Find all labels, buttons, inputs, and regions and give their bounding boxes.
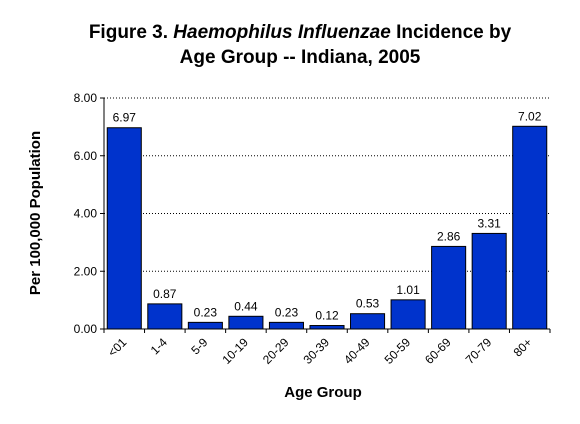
data-label: 1.01 bbox=[396, 283, 420, 297]
chart-title-suffix: Incidence by bbox=[396, 22, 512, 43]
bar bbox=[187, 321, 223, 330]
x-tick-label: <01 bbox=[105, 335, 130, 360]
data-label: 2.86 bbox=[437, 229, 461, 243]
svg-text:Figure 3. Haemophilus Influenz: Figure 3. Haemophilus Influenzae Inciden… bbox=[89, 22, 512, 43]
y-tick-label: 6.00 bbox=[74, 149, 98, 163]
grid bbox=[104, 97, 550, 272]
data-label: 0.87 bbox=[153, 287, 177, 301]
data-label: 0.23 bbox=[194, 305, 218, 319]
y-tick-label: 2.00 bbox=[74, 264, 98, 278]
x-tick-label: 50-59 bbox=[382, 335, 414, 367]
bar bbox=[228, 315, 264, 330]
bar bbox=[512, 125, 548, 330]
y-tick-label: 8.00 bbox=[74, 91, 98, 105]
data-label: 3.31 bbox=[478, 216, 502, 230]
x-tick-label: 1-4 bbox=[148, 335, 170, 357]
bar bbox=[471, 232, 507, 330]
x-tick-label: 20-29 bbox=[260, 335, 292, 367]
x-tick-label: 10-19 bbox=[219, 335, 251, 367]
x-tick-label: 30-39 bbox=[301, 335, 333, 367]
x-axis-title: Age Group bbox=[284, 384, 362, 401]
chart-title-line-2: Age Group -- Indiana, 2005 bbox=[180, 47, 421, 68]
y-axis-title: Per 100,000 Population bbox=[27, 131, 44, 295]
axes bbox=[100, 97, 551, 333]
data-label: 0.23 bbox=[275, 305, 299, 319]
data-label: 0.53 bbox=[356, 297, 380, 311]
data-label: 0.12 bbox=[315, 309, 339, 323]
data-label: 7.02 bbox=[518, 109, 542, 123]
bar bbox=[106, 127, 142, 330]
chart-title: Figure 3. Haemophilus Influenzae Inciden… bbox=[89, 22, 512, 68]
y-tick-label: 4.00 bbox=[74, 207, 98, 221]
data-label: 6.97 bbox=[113, 111, 137, 125]
bars bbox=[106, 125, 548, 330]
x-tick-label: 80+ bbox=[511, 335, 535, 359]
chart-title-italic: Haemophilus Influenzae bbox=[173, 22, 391, 43]
bar bbox=[390, 299, 426, 330]
labels: 6.97 <01 0.87 1-4 0.23 5-9 0.44 10-19 0.23 20-29 0… bbox=[74, 91, 542, 367]
bar bbox=[350, 313, 386, 330]
data-label: 0.44 bbox=[234, 299, 258, 313]
bar bbox=[268, 321, 304, 330]
bar bbox=[431, 245, 467, 330]
x-tick-label: 60-69 bbox=[422, 335, 454, 367]
x-tick-label: 70-79 bbox=[463, 335, 495, 367]
x-tick-label: 40-49 bbox=[341, 335, 373, 367]
bar bbox=[147, 303, 183, 330]
bar bbox=[309, 325, 345, 330]
x-tick-label: 5-9 bbox=[188, 335, 210, 357]
chart-title-prefix: Figure 3. bbox=[89, 22, 168, 43]
y-tick-label: 0.00 bbox=[74, 322, 98, 336]
